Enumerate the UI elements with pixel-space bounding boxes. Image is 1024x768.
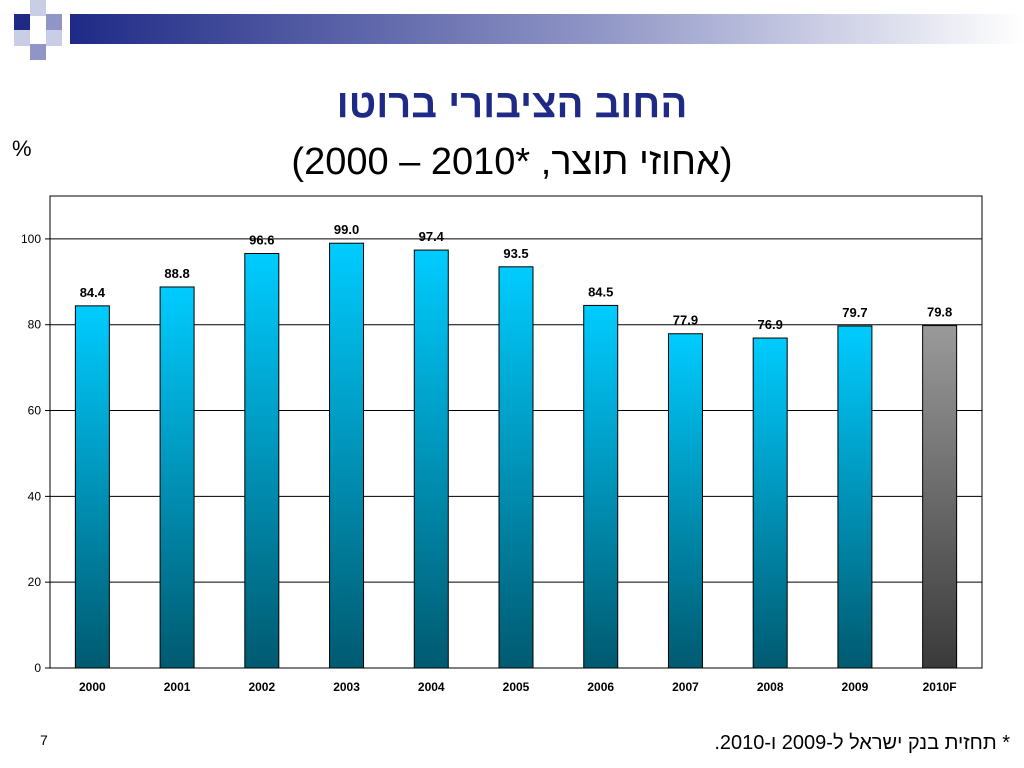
banner-square-mid — [46, 14, 62, 30]
value-label-2009: 79.7 — [842, 305, 867, 320]
value-label-2004: 97.4 — [419, 229, 445, 244]
y-tick-label: 20 — [28, 575, 42, 589]
bar-2009 — [837, 325, 873, 669]
x-tick-label-2006: 2006 — [587, 680, 614, 694]
x-tick-label-2007: 2007 — [672, 680, 699, 694]
page-number: 7 — [40, 732, 48, 748]
axes: 0 20 40 60 80 100 2000 2001 2002 2003 2004 2005 2006… — [21, 232, 957, 694]
x-tick-label-2005: 2005 — [503, 680, 530, 694]
x-tick-label-2010F: 2010F — [923, 680, 957, 694]
bar-2006 — [583, 304, 619, 669]
value-label-2003: 99.0 — [334, 222, 359, 237]
bar-2001 — [159, 286, 195, 669]
y-tick-label: 100 — [21, 232, 41, 246]
bar-2008 — [752, 337, 788, 669]
x-tick-label-2001: 2001 — [164, 680, 191, 694]
x-tick-label-2009: 2009 — [842, 680, 869, 694]
value-label-2007: 77.9 — [673, 313, 698, 328]
value-label-2001: 88.8 — [164, 266, 189, 281]
footnote: * תחזית בנק ישראל ל-2009 ו-2010. — [714, 732, 1010, 754]
banner-square-mid-2 — [30, 44, 46, 60]
banner-gradient-bar — [70, 14, 1024, 44]
bar-2007 — [667, 333, 703, 669]
value-label-2006: 84.5 — [588, 284, 613, 299]
x-tick-label-2002: 2002 — [248, 680, 275, 694]
x-tick-label-2004: 2004 — [418, 680, 445, 694]
x-tick-label-2008: 2008 — [757, 680, 784, 694]
value-label-2000: 84.4 — [80, 285, 106, 300]
chart-subtitle: (אחוזי תוצר, *2010 – 2000) — [291, 141, 733, 183]
slide-banner — [14, 0, 1024, 60]
x-tick-label-2003: 2003 — [333, 680, 360, 694]
bar-chart: 84.4 88.8 96.6 99.0 97.4 93.5 84.5 77.9 76.9 79.7… — [21, 195, 983, 694]
bar-2010F — [922, 325, 958, 669]
value-label-2002: 96.6 — [249, 232, 274, 247]
x-tick-label-2000: 2000 — [79, 680, 106, 694]
bars — [74, 242, 958, 669]
bar-2005 — [498, 266, 534, 669]
banner-square-light — [30, 0, 46, 16]
y-axis-unit-label: % — [12, 136, 32, 161]
value-labels: 84.4 88.8 96.6 99.0 97.4 93.5 84.5 77.9 76.9 79.7… — [80, 222, 953, 332]
y-tick-label: 40 — [28, 489, 42, 503]
value-label-2010F: 79.8 — [927, 305, 952, 320]
value-label-2008: 76.9 — [758, 317, 783, 332]
banner-square-dark — [14, 14, 30, 30]
y-tick-label: 60 — [28, 404, 42, 418]
banner-square-light-2 — [14, 30, 30, 46]
y-tick-label: 0 — [34, 661, 41, 675]
y-tick-label: 80 — [28, 318, 42, 332]
bar-2000 — [74, 305, 110, 669]
banner-square-light-3 — [46, 30, 62, 46]
value-label-2005: 93.5 — [503, 246, 528, 261]
bar-2002 — [244, 252, 280, 669]
bar-2004 — [413, 249, 449, 669]
bar-2003 — [329, 242, 365, 669]
chart-title: החוב הציבורי ברוטו — [336, 82, 688, 126]
